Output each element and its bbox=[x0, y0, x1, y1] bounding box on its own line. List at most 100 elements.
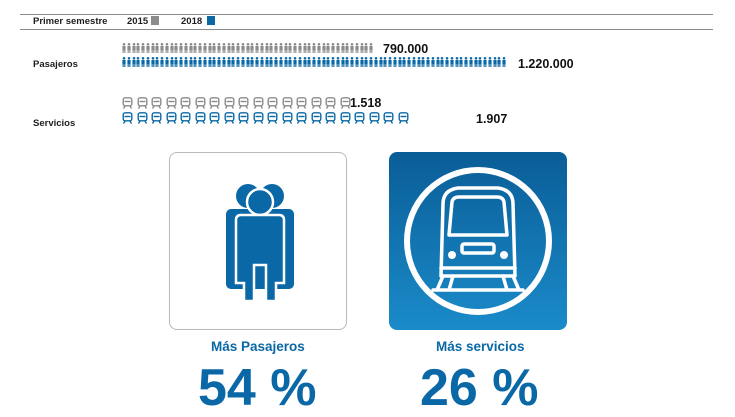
person-icon bbox=[454, 57, 459, 67]
person-icon bbox=[255, 57, 259, 67]
person-icon bbox=[345, 43, 349, 53]
person-icon bbox=[355, 43, 359, 53]
train-small-icon bbox=[340, 97, 351, 109]
person-icon bbox=[283, 43, 288, 53]
train-small-icon bbox=[267, 97, 278, 109]
person-icon bbox=[364, 57, 368, 67]
person-icon bbox=[236, 57, 240, 67]
person-icon bbox=[136, 43, 140, 53]
person-icon bbox=[340, 57, 345, 67]
train-small-icon bbox=[209, 112, 220, 124]
train-small-icon bbox=[253, 97, 264, 109]
person-icon bbox=[397, 57, 402, 67]
person-icon bbox=[226, 57, 231, 67]
bottom-rule bbox=[20, 29, 713, 30]
person-icon bbox=[231, 43, 235, 53]
train-small-icon bbox=[311, 112, 322, 124]
person-icon bbox=[293, 43, 297, 53]
person-icon bbox=[412, 57, 416, 67]
person-icon bbox=[402, 57, 406, 67]
train-small-icon bbox=[325, 112, 336, 124]
servicios-2018-value: 1.907 bbox=[476, 112, 508, 126]
person-icon bbox=[421, 57, 425, 67]
person-icon bbox=[326, 43, 330, 53]
person-icon bbox=[260, 57, 264, 67]
person-icon bbox=[473, 57, 478, 67]
person-icon bbox=[388, 57, 392, 67]
person-icon bbox=[122, 43, 126, 53]
legend-2015-label: 2015 bbox=[127, 16, 149, 27]
legend-2015-swatch bbox=[151, 16, 159, 25]
train-small-icon bbox=[398, 112, 409, 124]
train-small-icon bbox=[282, 112, 293, 124]
person-icon bbox=[222, 57, 226, 67]
person-icon bbox=[141, 57, 145, 67]
servicios-percent: 26 % bbox=[420, 359, 539, 417]
person-icon bbox=[483, 57, 487, 67]
train-small-icon bbox=[267, 112, 278, 124]
person-icon bbox=[179, 57, 183, 67]
person-icon bbox=[497, 57, 501, 67]
person-icon bbox=[245, 57, 250, 67]
person-icon bbox=[160, 43, 164, 53]
person-icon bbox=[236, 43, 240, 53]
servicios-2015-row bbox=[122, 97, 354, 109]
person-icon bbox=[188, 43, 193, 53]
train-small-icon bbox=[180, 97, 191, 109]
person-icon bbox=[407, 57, 411, 67]
person-icon bbox=[203, 43, 207, 53]
person-icon bbox=[302, 57, 307, 67]
pasajeros-2015-value: 790.000 bbox=[383, 42, 429, 56]
train-small-icon bbox=[340, 112, 351, 124]
train-small-icon bbox=[238, 112, 249, 124]
person-icon bbox=[326, 57, 330, 67]
person-icon bbox=[293, 57, 297, 67]
person-icon bbox=[198, 57, 202, 67]
person-icon bbox=[331, 43, 335, 53]
mas-servicios-caption: Más servicios bbox=[436, 339, 525, 354]
person-icon bbox=[141, 43, 145, 53]
person-icon bbox=[383, 57, 387, 67]
pasajeros-2015-row bbox=[122, 43, 374, 53]
train-small-icon bbox=[282, 97, 293, 109]
person-icon bbox=[169, 43, 174, 53]
person-icon bbox=[150, 57, 155, 67]
person-icon bbox=[226, 43, 231, 53]
legend-2018-label: 2018 bbox=[181, 16, 203, 27]
person-icon bbox=[317, 57, 321, 67]
people-group-icon bbox=[226, 184, 294, 303]
person-icon bbox=[369, 43, 373, 53]
train-small-icon bbox=[383, 112, 394, 124]
person-icon bbox=[241, 43, 245, 53]
person-icon bbox=[127, 43, 131, 53]
person-icon bbox=[212, 43, 216, 53]
person-icon bbox=[250, 57, 254, 67]
legend-2018-swatch bbox=[207, 16, 215, 25]
person-icon bbox=[231, 57, 235, 67]
train-small-icon bbox=[122, 97, 133, 109]
person-icon bbox=[155, 57, 159, 67]
pasajeros-percent: 54 % bbox=[198, 359, 317, 417]
person-icon bbox=[283, 57, 288, 67]
person-icon bbox=[298, 57, 302, 67]
person-icon bbox=[245, 43, 250, 53]
person-icon bbox=[274, 57, 278, 67]
train-small-icon bbox=[195, 112, 206, 124]
person-icon bbox=[321, 57, 326, 67]
person-icon bbox=[312, 43, 316, 53]
mas-pasajeros-caption: Más Pasajeros bbox=[211, 339, 305, 354]
person-icon bbox=[269, 43, 273, 53]
pasajeros-panel bbox=[169, 152, 347, 330]
person-icon bbox=[431, 57, 435, 67]
person-icon bbox=[378, 57, 383, 67]
train-small-icon bbox=[195, 97, 206, 109]
person-icon bbox=[188, 57, 193, 67]
person-icon bbox=[184, 57, 188, 67]
person-icon bbox=[165, 43, 169, 53]
train-small-icon bbox=[224, 97, 235, 109]
person-icon bbox=[260, 43, 264, 53]
person-icon bbox=[355, 57, 359, 67]
person-icon bbox=[131, 43, 136, 53]
person-icon bbox=[307, 43, 311, 53]
person-icon bbox=[122, 57, 126, 67]
